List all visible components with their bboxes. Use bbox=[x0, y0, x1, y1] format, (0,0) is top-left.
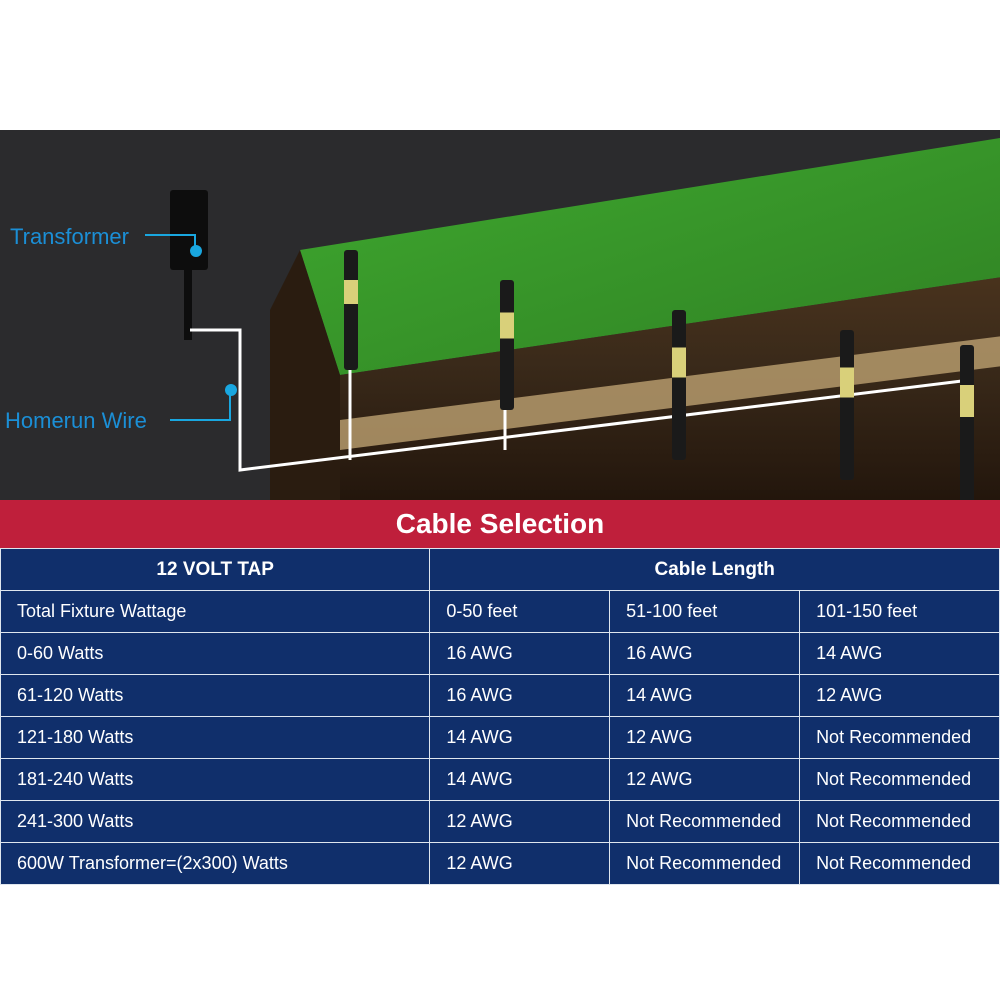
infographic-container: Transformer Homerun Wire Cable Selection… bbox=[0, 0, 1000, 1000]
cable-selection-table: 12 VOLT TAP Cable Length Total Fixture W… bbox=[0, 548, 1000, 885]
subheader-cell: 0-50 feet bbox=[430, 591, 610, 633]
subheader-cell: 101-150 feet bbox=[800, 591, 1000, 633]
table-cell: 14 AWG bbox=[610, 675, 800, 717]
table-cell: Not Recommended bbox=[800, 717, 1000, 759]
light-pole-icon bbox=[840, 330, 854, 480]
table-cell: Not Recommended bbox=[800, 801, 1000, 843]
subheader-cell: Total Fixture Wattage bbox=[1, 591, 430, 633]
homerun-wire-label: Homerun Wire bbox=[5, 408, 147, 434]
table-row: 0-60 Watts16 AWG16 AWG14 AWG bbox=[1, 633, 1000, 675]
header-cable-length: Cable Length bbox=[430, 549, 1000, 591]
table-cell: 12 AWG bbox=[610, 717, 800, 759]
light-pole-icon bbox=[500, 280, 514, 410]
table-body: 0-60 Watts16 AWG16 AWG14 AWG61-120 Watts… bbox=[1, 633, 1000, 885]
table-cell: 0-60 Watts bbox=[1, 633, 430, 675]
table-cell: 181-240 Watts bbox=[1, 759, 430, 801]
table-cell: Not Recommended bbox=[610, 843, 800, 885]
table-cell: 12 AWG bbox=[610, 759, 800, 801]
transformer-label: Transformer bbox=[10, 224, 129, 250]
table-row: 241-300 Watts12 AWGNot RecommendedNot Re… bbox=[1, 801, 1000, 843]
light-pole-icon bbox=[344, 250, 358, 370]
light-pole-icon bbox=[960, 345, 974, 500]
wiring-diagram: Transformer Homerun Wire bbox=[0, 130, 1000, 500]
table-subheader-row: Total Fixture Wattage 0-50 feet 51-100 f… bbox=[1, 591, 1000, 633]
table-cell: 14 AWG bbox=[800, 633, 1000, 675]
table-cell: 16 AWG bbox=[610, 633, 800, 675]
table-cell: 12 AWG bbox=[430, 801, 610, 843]
dot-icon bbox=[190, 245, 202, 257]
table-cell: Not Recommended bbox=[610, 801, 800, 843]
table-cell: 121-180 Watts bbox=[1, 717, 430, 759]
subheader-cell: 51-100 feet bbox=[610, 591, 800, 633]
table-row: 600W Transformer=(2x300) Watts12 AWGNot … bbox=[1, 843, 1000, 885]
table-header-row: 12 VOLT TAP Cable Length bbox=[1, 549, 1000, 591]
table-cell: 241-300 Watts bbox=[1, 801, 430, 843]
table-cell: Not Recommended bbox=[800, 759, 1000, 801]
header-12v-tap: 12 VOLT TAP bbox=[1, 549, 430, 591]
table-row: 181-240 Watts14 AWG12 AWGNot Recommended bbox=[1, 759, 1000, 801]
table-cell: 12 AWG bbox=[430, 843, 610, 885]
table-cell: 600W Transformer=(2x300) Watts bbox=[1, 843, 430, 885]
table-cell: 16 AWG bbox=[430, 675, 610, 717]
table-row: 121-180 Watts14 AWG12 AWGNot Recommended bbox=[1, 717, 1000, 759]
table-cell: 12 AWG bbox=[800, 675, 1000, 717]
table-cell: 14 AWG bbox=[430, 717, 610, 759]
section-title: Cable Selection bbox=[0, 500, 1000, 548]
light-pole-icon bbox=[672, 310, 686, 460]
dot-icon bbox=[225, 384, 237, 396]
table-cell: 61-120 Watts bbox=[1, 675, 430, 717]
table-cell: 14 AWG bbox=[430, 759, 610, 801]
table-cell: 16 AWG bbox=[430, 633, 610, 675]
table-row: 61-120 Watts16 AWG14 AWG12 AWG bbox=[1, 675, 1000, 717]
table-cell: Not Recommended bbox=[800, 843, 1000, 885]
